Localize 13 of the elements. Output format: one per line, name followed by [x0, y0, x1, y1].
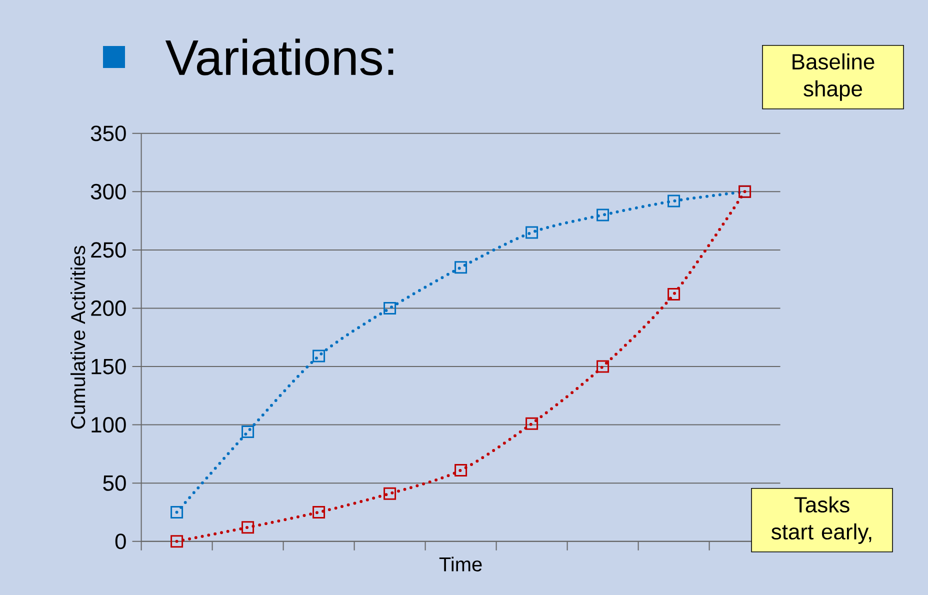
text: Baseline shape [792, 53, 874, 101]
y-tick-label: 250 [91, 242, 126, 258]
y-tick-label: 150 [92, 358, 126, 374]
x-axis-title: Time [439, 556, 482, 572]
y-axis-title: Cumulative Activities [70, 246, 86, 429]
y-tick-label: 200 [91, 300, 126, 316]
annotation: Tasks start early, [771, 496, 872, 544]
y-tick-label: 50 [103, 475, 126, 491]
y-tick-label: 300 [90, 184, 126, 200]
y-tick-label: 100 [92, 417, 126, 433]
y-tick-label: 350 [90, 126, 126, 142]
chart-title: Variations: [165, 38, 394, 76]
y-tick-label: 0 [115, 534, 126, 550]
